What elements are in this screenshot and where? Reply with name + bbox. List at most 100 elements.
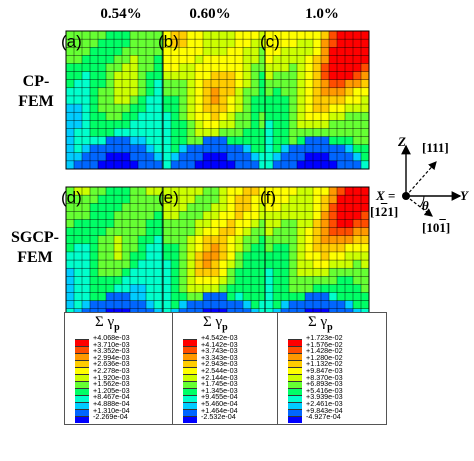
mesh-cell (194, 111, 204, 121)
mesh-cell (242, 300, 252, 310)
mesh-cell (344, 219, 354, 229)
legend-swatch (288, 395, 302, 402)
mesh-cell (328, 292, 338, 302)
mesh-cell (129, 128, 139, 138)
mesh-cell (272, 136, 282, 146)
mesh-cell (73, 55, 83, 64)
mesh-cell (89, 87, 99, 97)
mesh-cell (328, 103, 338, 113)
mesh-cell (113, 87, 123, 97)
mesh-cell (105, 47, 115, 56)
mesh-cell (97, 251, 107, 261)
mesh-cell (304, 152, 314, 162)
mesh-cell (105, 79, 115, 89)
mesh-cell (202, 259, 212, 269)
mesh-cell (113, 243, 123, 253)
mesh-cell (162, 95, 172, 105)
mesh-cell (296, 259, 306, 269)
mesh-cell (121, 160, 131, 170)
mesh-cell (312, 300, 322, 310)
mesh-cell (81, 160, 91, 170)
mesh-cell (210, 243, 220, 253)
mesh-cell (296, 47, 306, 56)
mesh-cell (162, 235, 172, 245)
mesh-cell (89, 243, 99, 253)
mesh-cell (352, 292, 362, 302)
mesh-cell (186, 152, 196, 162)
mesh-cell (336, 211, 346, 220)
mesh-cell (73, 152, 83, 162)
mesh-cell (186, 243, 196, 253)
mesh-cell (97, 103, 107, 113)
mesh-cell (97, 136, 107, 146)
mesh-cell (202, 219, 212, 229)
mesh-cell (344, 186, 354, 196)
mesh-cell (89, 136, 99, 146)
mesh-cell (170, 292, 180, 302)
mesh-cell (360, 38, 370, 48)
mesh-cell (210, 160, 220, 170)
mesh-cell (121, 235, 131, 245)
mesh-cell (336, 292, 346, 302)
mesh-cell (234, 194, 244, 204)
mesh-cell (210, 251, 220, 261)
mesh-cell (121, 243, 131, 253)
mesh-cell (218, 186, 228, 196)
mesh-cell (360, 47, 370, 56)
mesh-cell (210, 259, 220, 269)
mesh-cell (65, 259, 75, 269)
mesh-cell (170, 259, 180, 269)
mesh-cell (218, 227, 228, 237)
mesh-cell (97, 152, 107, 162)
mesh-cell (264, 259, 274, 269)
legend-value: +2.461e-03 (306, 398, 343, 408)
mesh-cell (145, 87, 155, 97)
mesh-cell (202, 292, 212, 302)
mesh-cell (105, 152, 115, 162)
mesh-cell (336, 227, 346, 237)
mesh-cell (73, 235, 83, 245)
mesh-cell (272, 219, 282, 229)
mesh-cell (320, 284, 330, 294)
mesh-cell (264, 243, 274, 253)
mesh-cell (121, 292, 131, 302)
mesh-cell (170, 235, 180, 245)
mesh-cell (352, 300, 362, 310)
mesh-cell (344, 284, 354, 294)
mesh-cell (272, 235, 282, 245)
mesh-cell (210, 47, 220, 56)
mesh-cell (328, 235, 338, 245)
y-axis-label: Y (460, 188, 468, 203)
mesh-cell (264, 276, 274, 285)
legend-swatch (75, 367, 89, 374)
mesh-cell (250, 160, 260, 170)
mesh-cell (129, 111, 139, 121)
mesh-cell (226, 152, 236, 162)
mesh-cell (129, 284, 139, 294)
mesh-cell (81, 144, 91, 154)
mesh-cell (202, 251, 212, 261)
mesh-cell (129, 103, 139, 113)
mesh-cell (178, 103, 188, 113)
mesh-cell (312, 276, 322, 285)
mesh-cell (296, 111, 306, 121)
mesh-cell (296, 251, 306, 261)
mesh-cell (242, 55, 252, 64)
mesh-cell (194, 128, 204, 138)
mesh-cell (218, 284, 228, 294)
mesh-cell (288, 292, 298, 302)
mesh-cell (296, 211, 306, 220)
panel-label: (b) (158, 32, 179, 51)
mesh-cell (178, 194, 188, 204)
mesh-cell (145, 160, 155, 170)
mesh-cell (296, 79, 306, 89)
legend-value: +2.144e-03 (201, 372, 238, 382)
mesh-cell (264, 284, 274, 294)
mesh-cell (137, 186, 147, 196)
mesh-cell (242, 38, 252, 48)
row-label-sgcp-fem: SGCP- FEM (0, 228, 70, 268)
mesh-cell (162, 284, 172, 294)
mesh-cell (288, 71, 298, 81)
mesh-cell (97, 227, 107, 237)
mesh-cell (170, 144, 180, 154)
